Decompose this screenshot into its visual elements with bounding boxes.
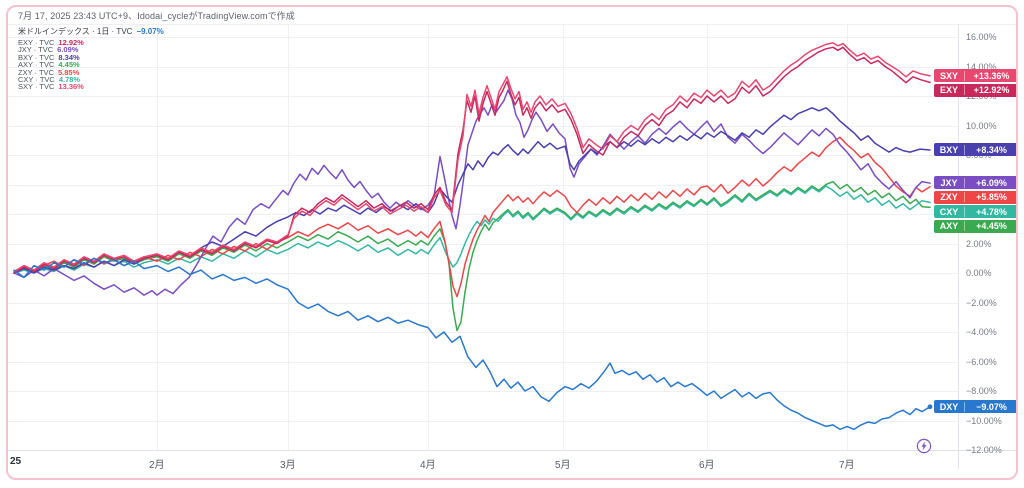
series-line-JXY: [13, 89, 931, 296]
price-tick-label: −4.00%: [966, 327, 997, 337]
header-divider: [8, 24, 1016, 25]
price-tick-label: 16.00%: [966, 32, 997, 42]
price-label-CXY: CXY +4.78%: [934, 205, 1018, 219]
price-label-EXY: EXY +12.92%: [934, 83, 1018, 97]
h-gridline: [8, 332, 958, 333]
v-gridline: [847, 24, 848, 450]
price-axis-line[interactable]: [958, 24, 959, 469]
legend: 米ドルインデックス · 1日 · TVC −9.07% EXY · TVC 12.92…: [18, 27, 164, 91]
h-gridline: [8, 243, 958, 245]
legend-change-value: 13.36%: [58, 82, 84, 92]
h-gridline: [8, 214, 958, 215]
price-tick-label: −6.00%: [966, 356, 997, 367]
v-gridline: [428, 24, 429, 450]
price-label-symbol: JXY: [934, 177, 965, 188]
time-tick-label: 7月: [839, 460, 855, 471]
h-gridline: [8, 184, 958, 186]
price-label-AXY: AXY +4.45%: [934, 219, 1018, 233]
price-label-value: +4.45%: [976, 221, 1007, 232]
legend-change-value: −9.07%: [136, 27, 164, 36]
price-tick-label: −2.00%: [966, 297, 997, 308]
series-line-DXY: [13, 257, 931, 431]
price-label-value: +8.34%: [976, 144, 1007, 155]
h-gridline: [8, 391, 958, 392]
time-tick-label: 25: [10, 456, 22, 467]
price-label-JXY: JXY +6.09%: [934, 176, 1018, 190]
price-tick-label: 14.00%: [966, 61, 997, 72]
time-tick-label: 2月: [149, 460, 165, 471]
series-line-BXY: [13, 107, 931, 274]
time-axis-line[interactable]: [8, 450, 1016, 451]
tradingview-lightning-icon[interactable]: [916, 438, 932, 454]
series-end-dot-DXY: [927, 404, 933, 410]
legend-symbol-label: 米ドルインデックス · 1日 · TVC: [18, 27, 133, 36]
h-gridline: [8, 125, 958, 127]
legend-symbol-label: SXY · TVC: [18, 82, 55, 92]
price-label-ZXY: ZXY +5.85%: [934, 190, 1018, 204]
price-tick-label: −8.00%: [966, 386, 997, 396]
price-label-value: +4.78%: [976, 206, 1007, 217]
h-gridline: [8, 420, 958, 422]
price-label-BXY: BXY +8.34%: [934, 143, 1018, 157]
price-label-symbol: ZXY: [934, 192, 965, 203]
attribution-text: 7月 17, 2025 23:43 UTC+9、Idodai_cycleがTra…: [18, 11, 295, 21]
price-label-value: +13.36%: [973, 70, 1010, 81]
h-gridline: [8, 96, 958, 97]
time-tick-label: 5月: [555, 460, 571, 471]
price-label-symbol: DXY: [934, 401, 965, 412]
legend-row-sxy[interactable]: SXY · TVC 13.36%: [18, 82, 164, 92]
price-label-symbol: SXY: [934, 70, 965, 81]
price-tick-label: −10.00%: [966, 415, 1002, 426]
price-tick-label: −12.00%: [966, 445, 1002, 455]
h-gridline: [8, 155, 958, 156]
v-gridline: [707, 24, 708, 450]
series-line-CXY: [13, 185, 931, 274]
legend-row-main[interactable]: 米ドルインデックス · 1日 · TVC −9.07%: [18, 27, 164, 37]
h-gridline: [8, 302, 958, 304]
h-gridline: [8, 273, 958, 274]
price-label-value: +5.85%: [976, 192, 1007, 203]
h-gridline: [8, 361, 958, 363]
price-tick-label: 10.00%: [966, 120, 997, 131]
price-label-symbol: EXY: [934, 85, 965, 96]
time-tick-label: 4月: [420, 460, 436, 471]
time-tick-label: 3月: [280, 460, 296, 471]
time-tick-label: 6月: [699, 460, 715, 471]
price-label-symbol: CXY: [934, 206, 965, 217]
price-label-symbol: AXY: [934, 221, 965, 232]
price-label-value: −9.07%: [976, 401, 1007, 412]
price-label-symbol: BXY: [934, 144, 965, 155]
v-gridline: [288, 24, 289, 450]
price-label-DXY: DXY −9.07%: [934, 400, 1018, 414]
price-tick-label: 0.00%: [966, 268, 992, 278]
v-gridline: [563, 24, 564, 450]
price-label-value: +12.92%: [973, 85, 1010, 96]
price-label-value: +6.09%: [976, 177, 1007, 188]
price-label-SXY: SXY +13.36%: [934, 69, 1018, 83]
series-line-AXY: [13, 180, 931, 332]
h-gridline: [8, 37, 958, 38]
price-tick-label: 2.00%: [966, 238, 992, 249]
